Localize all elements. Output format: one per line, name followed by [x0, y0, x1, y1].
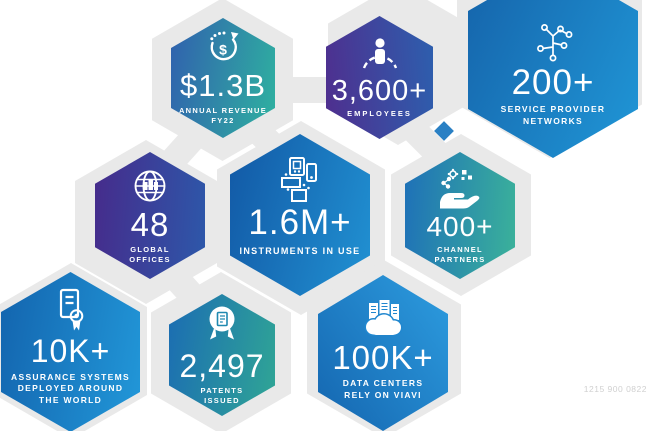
stat-label: CHANNEL PARTNERS: [434, 244, 486, 264]
stat-value: 200+: [511, 62, 595, 102]
stat-label: EMPLOYEES: [347, 109, 412, 119]
stat-label: ANNUAL REVENUE FY22: [178, 105, 268, 125]
server-award-icon: [59, 288, 83, 331]
stat-label: ASSURANCE SYSTEMS DEPLOYED AROUND THE WO…: [11, 371, 130, 405]
stat-value: 48: [130, 205, 170, 243]
stat-label: DATA CENTERS RELY ON VIAVI: [342, 378, 424, 400]
stat-value: $1.3B: [179, 68, 266, 104]
patent-ribbon-icon: [209, 306, 235, 340]
stat-value: 100K+: [332, 338, 434, 376]
stat-value: 400+: [426, 211, 494, 243]
stat-label: INSTRUMENTS IN USE: [239, 245, 361, 256]
stat-label: GLOBAL OFFICES: [129, 245, 171, 265]
stat-value: 2,497: [179, 347, 265, 384]
stat-label: PATENTS ISSUED: [200, 386, 244, 406]
globe-offices-icon: [134, 170, 166, 201]
footnote-code: 1215 900 0822: [583, 384, 647, 394]
svg-text:$: $: [219, 42, 227, 58]
stat-label: SERVICE PROVIDER NETWORKS: [500, 104, 606, 126]
hexagon-employees: 3,600+ EMPLOYEES: [326, 16, 433, 139]
hexagon-service-provider-networks: 200+ SERVICE PROVIDER NETWORKS: [468, 0, 638, 158]
employee-icon: [362, 38, 397, 69]
stat-value: 1.6M+: [248, 203, 352, 243]
network-nodes-icon: [537, 23, 573, 62]
stat-value: 3,600+: [331, 74, 428, 107]
cloud-datacenter-icon: [364, 299, 403, 336]
instruments-icon: [281, 157, 317, 203]
money-circulation-icon: $: [210, 31, 239, 61]
hexagon-patents-issued: 2,497 PATENTS ISSUED: [169, 294, 275, 416]
stat-value: 10K+: [30, 333, 111, 369]
partner-hand-icon: [440, 168, 480, 209]
